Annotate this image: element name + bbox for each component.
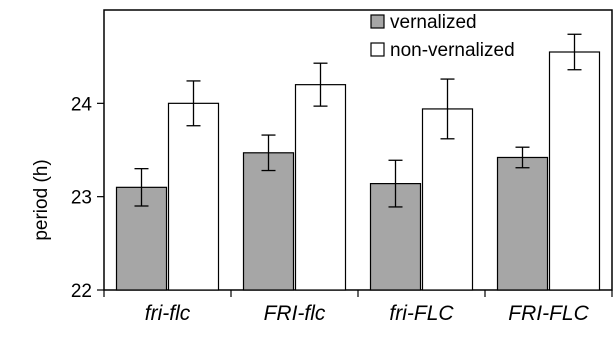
bar-non-vernalized-FRI-flc: [294, 84, 347, 291]
legend-swatch: [370, 14, 385, 29]
category-label: fri-FLC: [389, 302, 454, 325]
legend-swatch: [370, 42, 385, 57]
category-label: FRI-flc: [264, 302, 326, 325]
y-axis-title: period (h): [31, 159, 52, 240]
y-tick-label: 22: [71, 281, 92, 302]
bar-vernalized-FRI-FLC: [496, 156, 549, 291]
legend: vernalized non-vernalized: [370, 12, 515, 61]
bars: [115, 51, 601, 291]
y-ticks: 22 23 24: [71, 94, 104, 302]
bar-non-vernalized-FRI-FLC: [548, 51, 601, 291]
legend-label: vernalized: [390, 12, 477, 33]
category-label: FRI-FLC: [508, 302, 589, 325]
bar-vernalized-FRI-flc: [242, 152, 295, 291]
bar-non-vernalized-fri-flc: [167, 102, 220, 291]
category-labels: fri-flc FRI-flc fri-FLC FRI-FLC: [145, 302, 590, 325]
y-tick-label: 24: [71, 94, 93, 115]
legend-label: non-vernalized: [390, 40, 515, 61]
category-label: fri-flc: [145, 302, 191, 325]
error-bars: [134, 33, 582, 208]
y-tick-label: 23: [71, 188, 92, 209]
axes: [103, 9, 613, 297]
